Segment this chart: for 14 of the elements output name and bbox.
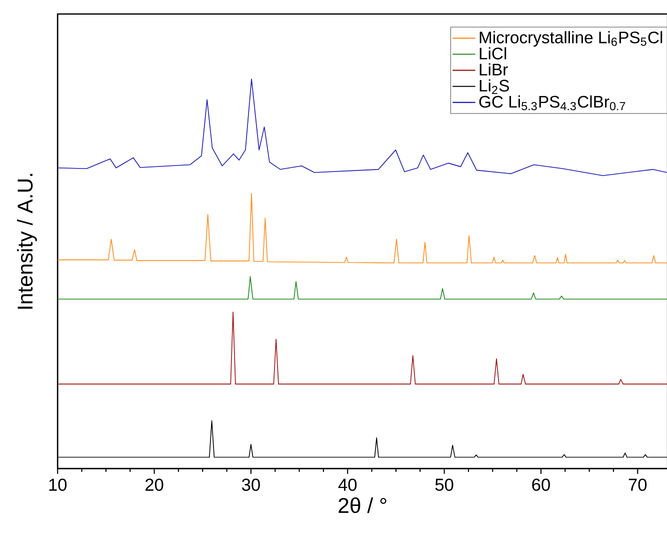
x-tick-label: 10 <box>49 478 67 491</box>
x-tick-label: 40 <box>338 478 357 491</box>
x-tick-label: 60 <box>532 478 550 491</box>
y-axis-title: Intensity / A.U. <box>17 174 37 309</box>
legend-label: Microcrystalline Li$_{6}$PS$_{5}$Cl <box>480 31 662 47</box>
x-tick-label: 50 <box>435 478 454 491</box>
x-tick-label: 20 <box>146 478 164 491</box>
legend-label: LiBr <box>480 63 508 76</box>
legend-label: Li$_{2}$S <box>480 79 509 94</box>
x-tick-label: 30 <box>242 478 260 491</box>
x-axis-title: 2θ / ° <box>338 497 386 514</box>
legend-label: GC Li$_{5.3}$PS$_{4.3}$ClBr$_{0.7}$ <box>479 95 626 110</box>
x-tick-label: 70 <box>628 478 647 491</box>
legend-label: LiCl <box>480 47 506 60</box>
